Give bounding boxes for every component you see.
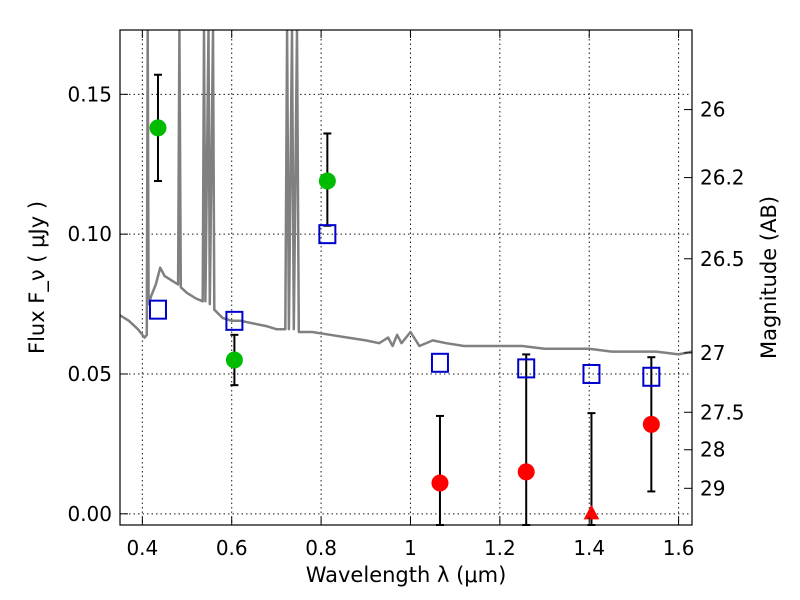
model-photometry-square: [225, 310, 244, 331]
y2-tick-label: 26: [700, 98, 725, 122]
upper-limit-marker: [583, 504, 600, 520]
y-tick-label: 0.10: [67, 222, 112, 246]
data-markers: [148, 119, 661, 520]
flux-point: [318, 172, 336, 190]
model-photometry-square: [517, 358, 536, 379]
x-tick-label: 0.6: [216, 536, 248, 560]
model-spectrum-line: [120, 30, 692, 356]
y2-tick-label: 26.2: [700, 166, 745, 190]
y2-tick-label: 26.5: [700, 247, 745, 271]
y2-tick-label: 28: [700, 438, 725, 462]
model-photometry-square: [642, 366, 661, 387]
flux-point: [517, 463, 535, 481]
model-photometry-square: [318, 224, 337, 245]
x-tick-label: 0.8: [305, 536, 337, 560]
y-tick-label: 0.00: [67, 502, 112, 526]
flux-point: [225, 351, 243, 369]
x-tick-label: 1: [404, 536, 417, 560]
x-tick-label: 1.6: [663, 536, 695, 560]
y-tick-label: 0.05: [67, 362, 112, 386]
x-axis-label: Wavelength λ (μm): [306, 563, 507, 587]
grid: [120, 30, 692, 525]
model-photometry-square: [430, 352, 449, 373]
y2-tick-label: 29: [700, 476, 725, 500]
flux-point: [642, 415, 660, 433]
y2-axis-label: Magnitude (AB): [757, 196, 781, 359]
y-tick-label: 0.15: [67, 82, 112, 106]
model-spectrum: [120, 30, 692, 356]
flux-point: [149, 119, 167, 137]
x-tick-label: 1.4: [573, 536, 605, 560]
y2-tick-label: 27: [700, 341, 725, 365]
model-photometry-square: [148, 299, 167, 320]
y-axis-label: Flux F_ν ( μJy ): [25, 201, 50, 354]
axis-ticks: 0.4 0.6 0.8 1 1.2 1.4 1.6 0.00 0.05 0.10 0.15 26 26.…: [67, 30, 745, 560]
flux-point: [431, 474, 449, 492]
y2-tick-label: 27.5: [700, 400, 745, 424]
x-tick-label: 1.2: [484, 536, 516, 560]
x-tick-label: 0.4: [126, 536, 158, 560]
plot-frame: [119, 29, 693, 526]
model-photometry-square: [582, 363, 601, 384]
